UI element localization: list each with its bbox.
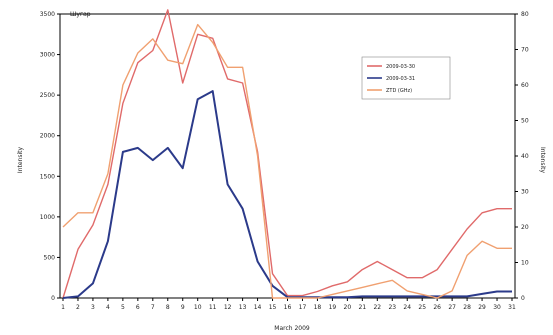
x-tick-label: 28 — [463, 304, 471, 311]
x-tick-label: 9 — [181, 304, 185, 311]
left-tick-label: 500 — [44, 254, 56, 261]
legend-label: 2009-03-31 — [386, 76, 415, 82]
y-axis-label-left: Intensity — [17, 146, 24, 173]
x-tick-label: 5 — [121, 304, 125, 311]
series-line-1 — [62, 9, 512, 299]
left-tick-group: 0 500 1000 1500 2000 2500 3000 3500 — [40, 11, 60, 302]
left-tick-label: 2500 — [40, 92, 55, 99]
x-tick-label: 2 — [76, 304, 80, 311]
x-axis-label: March 2009 — [274, 325, 310, 332]
x-tick-label: 8 — [166, 304, 170, 311]
x-tick-label: 1 — [61, 304, 65, 311]
x-tick-label: 11 — [209, 304, 217, 311]
right-tick-label: 0 — [521, 295, 525, 302]
x-tick-label: 12 — [224, 304, 232, 311]
right-tick-group: 0 10 20 30 40 50 60 70 80 — [515, 11, 529, 302]
x-tick-label: 23 — [388, 304, 396, 311]
x-tick-label: 31 — [508, 304, 516, 311]
left-tick-label: 3500 — [40, 11, 55, 18]
x-tick-label: 15 — [269, 304, 277, 311]
series-line-2 — [62, 90, 512, 299]
legend: 2009-03-30 2009-03-31 ZTD (GHz) — [361, 56, 451, 100]
x-tick-label: 13 — [239, 304, 247, 311]
x-tick-label: 3 — [91, 304, 95, 311]
x-tick-label: 20 — [344, 304, 352, 311]
left-tick-label: 2000 — [40, 133, 55, 140]
x-tick-label: 18 — [314, 304, 322, 311]
right-tick-label: 80 — [521, 11, 529, 18]
right-tick-label: 50 — [521, 118, 529, 125]
x-tick-label: 26 — [433, 304, 441, 311]
x-tick-label: 29 — [478, 304, 486, 311]
x-tick-label: 16 — [284, 304, 292, 311]
x-tick-label: 22 — [373, 304, 381, 311]
x-tick-label: 14 — [254, 304, 262, 311]
x-tick-label: 7 — [151, 304, 155, 311]
right-tick-label: 20 — [521, 224, 529, 231]
right-tick-label: 60 — [521, 82, 529, 89]
x-tick-label: 10 — [194, 304, 202, 311]
right-tick-label: 10 — [521, 260, 529, 267]
left-tick-label: 0 — [51, 295, 55, 302]
x-tick-label: 30 — [493, 304, 501, 311]
right-tick-label: 70 — [521, 47, 529, 54]
right-tick-label: 40 — [521, 153, 529, 160]
x-tick-label: 27 — [448, 304, 456, 311]
x-tick-label: 25 — [418, 304, 426, 311]
x-tick-label: 17 — [299, 304, 307, 311]
left-tick-label: 1000 — [40, 214, 55, 221]
x-tick-label: 24 — [403, 304, 411, 311]
left-tick-label: 3000 — [40, 52, 55, 59]
right-tick-label: 30 — [521, 189, 529, 196]
left-tick-label: 1500 — [40, 173, 55, 180]
x-tick-group: 1 2 3 4 5 6 7 8 9 10 11 12 13 14 15 16 17 18 19 20 21 22 23 24 2… — [61, 298, 516, 311]
x-tick-label: 19 — [329, 304, 337, 311]
legend-label: 2009-03-30 — [386, 64, 415, 70]
series-line-3 — [62, 23, 512, 299]
x-tick-label: 6 — [136, 304, 140, 311]
x-tick-label: 21 — [359, 304, 367, 311]
series-group — [62, 9, 512, 299]
x-tick-label: 4 — [106, 304, 110, 311]
legend-label: ZTD (GHz) — [386, 88, 412, 94]
y-axis-label-right: Intensity — [539, 147, 546, 174]
